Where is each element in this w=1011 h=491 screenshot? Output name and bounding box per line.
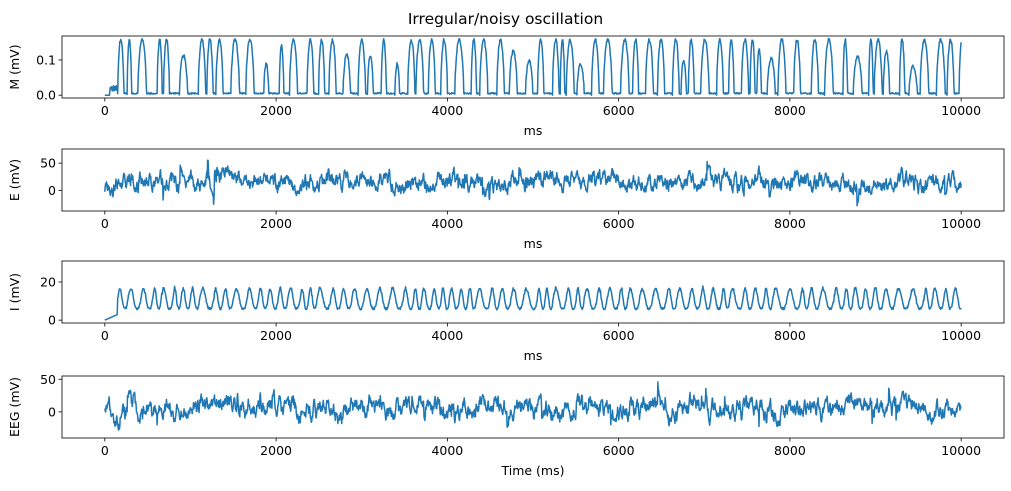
figure-title: Irregular/noisy oscillation xyxy=(408,10,603,28)
x-tick-label: 4000 xyxy=(431,103,463,118)
x-tick-label: 4000 xyxy=(431,216,463,231)
y-tick-label: 50 xyxy=(40,156,56,171)
x-tick-label: 6000 xyxy=(603,443,635,458)
x-tick-label: 10000 xyxy=(941,103,981,118)
x-axis-label: ms xyxy=(524,348,543,363)
x-tick-label: 4000 xyxy=(431,443,463,458)
subplot-0: 0 2000 4000 6000 8000 10000 0.0 0.1 ms M (mV) xyxy=(7,35,1005,138)
x-tick-label: 2000 xyxy=(260,328,292,343)
axes-frame xyxy=(61,148,1005,212)
x-tick-label: 2000 xyxy=(260,443,292,458)
series-line xyxy=(104,159,962,207)
x-tick-label: 8000 xyxy=(774,328,806,343)
y-tick-label: 0 xyxy=(48,404,56,419)
x-axis-label: Time (ms) xyxy=(500,463,564,478)
y-tick-label: 50 xyxy=(40,372,56,387)
x-tick-label: 8000 xyxy=(774,103,806,118)
x-tick-label: 10000 xyxy=(941,328,981,343)
subplot-3: 0 2000 4000 6000 8000 10000 0 50 Time (ms) EEG (m… xyxy=(7,372,1005,478)
y-tick-label: 20 xyxy=(40,274,56,289)
y-tick-label: 0.1 xyxy=(36,52,56,67)
x-tick-label: 0 xyxy=(101,103,109,118)
x-tick-label: 0 xyxy=(101,216,109,231)
series-line xyxy=(104,38,962,96)
x-tick-label: 4000 xyxy=(431,328,463,343)
x-tick-label: 10000 xyxy=(941,216,981,231)
axes-frame xyxy=(61,35,1005,99)
y-tick-label: 0 xyxy=(48,183,56,198)
y-axis-label: M (mV) xyxy=(7,44,22,89)
x-tick-label: 2000 xyxy=(260,216,292,231)
y-axis-label: EEG (mV) xyxy=(7,377,22,437)
y-axis-label: E (mV) xyxy=(7,159,22,201)
subplot-2: 0 2000 4000 6000 8000 10000 0 20 ms I (mV) xyxy=(7,260,1005,363)
series-line xyxy=(104,285,962,321)
series-line xyxy=(104,381,962,431)
x-tick-label: 0 xyxy=(101,443,109,458)
x-tick-label: 10000 xyxy=(941,443,981,458)
x-tick-label: 8000 xyxy=(774,443,806,458)
x-tick-label: 6000 xyxy=(603,103,635,118)
axes-frame xyxy=(61,260,1005,324)
x-tick-label: 8000 xyxy=(774,216,806,231)
subplot-1: 0 2000 4000 6000 8000 10000 0 50 ms E (mV) xyxy=(7,148,1005,251)
axes-frame xyxy=(61,375,1005,439)
x-tick-label: 0 xyxy=(101,328,109,343)
x-tick-label: 2000 xyxy=(260,103,292,118)
y-tick-label: 0.0 xyxy=(36,88,56,103)
x-axis-label: ms xyxy=(524,123,543,138)
x-tick-label: 6000 xyxy=(603,328,635,343)
x-tick-label: 6000 xyxy=(603,216,635,231)
y-tick-label: 0 xyxy=(48,313,56,328)
y-axis-label: I (mV) xyxy=(7,273,22,311)
x-axis-label: ms xyxy=(524,236,543,251)
